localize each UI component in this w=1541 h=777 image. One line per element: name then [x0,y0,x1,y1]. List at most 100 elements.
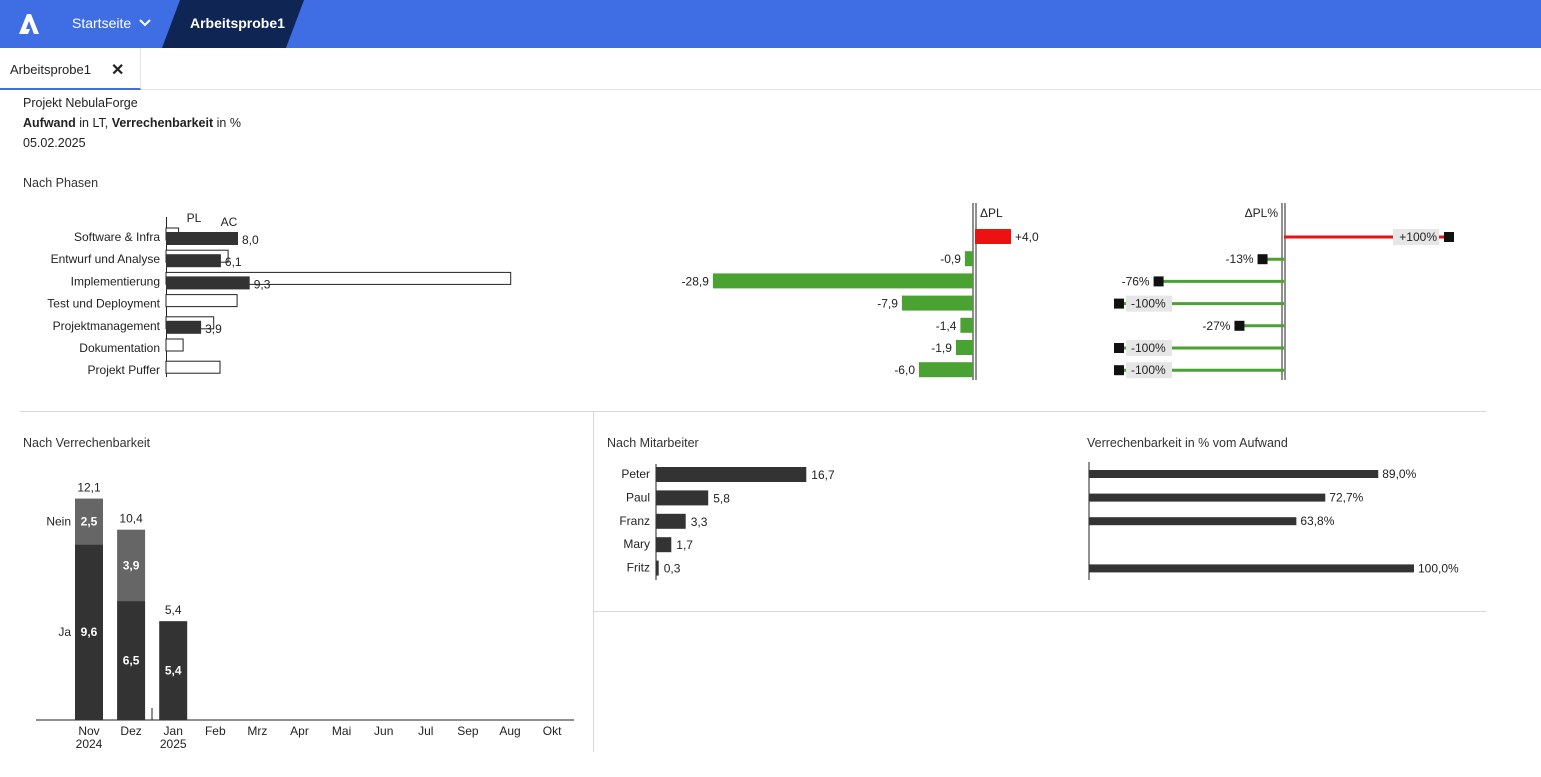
dpl-value-label: -28,9 [682,274,710,288]
month-tick-label: Jun [374,724,393,738]
dplpct-pin-head [1153,276,1164,287]
phases-section-title: Nach Phasen [23,176,99,190]
ac-bar [166,320,202,334]
dplpct-label-bg [1126,362,1172,379]
mitarbeiter-label: Peter [621,467,650,481]
verr-pct-bar [1089,517,1297,526]
phases-chart: PL AC ΔPL ΔPL% Software & Infra 8,0 +4,0 +100% E… [47,203,1454,380]
dplpct-label-bg [1126,340,1172,356]
pl-bar [165,360,221,374]
dpl-value-label: -1,4 [936,319,957,333]
year-tick-label: 2025 [160,737,187,751]
ac-bar [166,276,250,290]
nav-breadcrumb-active[interactable]: Arbeitsprobe1 [162,0,304,48]
dpl-value-label: -1,9 [931,341,952,355]
chevron-down-icon [139,19,151,27]
mitarbeiter-section-title: Nach Mitarbeiter [607,436,699,450]
verr-pct-bar [1089,493,1326,502]
measure2-label: Verrechenbarkeit [111,116,214,130]
verr-pct-value-label: 100,0% [1418,561,1459,575]
month-tick-label: Dez [120,724,141,738]
month-tick-label: Nov [78,724,99,738]
dplpct-value-label: -100% [1131,363,1166,377]
ja-segment [75,544,103,720]
dplpct-label-bg [1393,229,1439,245]
month-tick-label: Jan [164,724,183,738]
project-title: Projekt NebulaForge [23,96,138,110]
verr-pct-value-label: 72,7% [1329,491,1363,505]
mitarbeiter-bar [656,513,686,529]
ja-segment [117,601,146,720]
section-divider-vertical [593,412,594,752]
dplpct-value-label: -100% [1131,341,1166,355]
ja-segment [159,621,188,720]
dpl-value-label: -6,0 [894,363,915,377]
ac-value-label: 8,0 [242,233,259,247]
year-tick-label: 2024 [76,737,103,751]
phase-label: Projekt Puffer [88,363,160,377]
dplpct-value-label: -27% [1202,319,1230,333]
pl-header: PL [187,211,202,225]
dplpct-value-label: +100% [1399,230,1437,244]
unit2-label: in % [213,116,241,130]
ac-value-label: 9,3 [254,277,271,291]
mitarbeiter-value-label: 3,3 [691,515,708,529]
month-tick-label: Jul [418,724,433,738]
mitarbeiter-bar [656,490,709,506]
dpl-value-label: -0,9 [940,252,961,266]
dplpct-value-label: -13% [1226,252,1254,266]
verrechenbarkeit-chart: Nov Dez Jan Feb Mrz Apr Mai Jun Jul Sep Aug Okt 2024… [36,481,574,751]
dpl-value-label: +4,0 [1015,230,1039,244]
dplpct-pin-head [1444,232,1454,242]
measure1-label: Aufwand [23,116,76,130]
mitarbeiter-label: Fritz [627,561,650,575]
dpl-bar [975,229,1011,244]
ac-value-label: 6,1 [225,255,242,269]
ac-bar [166,232,238,245]
close-icon[interactable]: ✕ [111,62,125,79]
ja-value-label: 9,6 [81,625,98,639]
total-value-label: 12,1 [77,481,101,495]
nav-startseite[interactable]: Startseite [72,15,151,31]
phase-label: Software & Infra [74,230,160,244]
mitarbeiter-label: Paul [626,490,650,504]
mitarbeiter-chart: Peter 16,7 Paul 5,8 Franz 3,3 Mary 1,7 Fritz 0,3 [619,464,835,580]
verr-pct-bar [1089,564,1414,573]
verr-pct-value-label: 89,0% [1382,467,1416,481]
month-tick-label: Aug [499,724,520,738]
dplpct-label-bg [1126,295,1172,312]
ac-value-label: 3,9 [205,322,222,336]
dpl-bar [955,340,973,355]
dpl-bar [901,295,973,311]
document-tab[interactable]: Arbeitsprobe1 ✕ [0,48,141,90]
nein-segment [117,529,146,602]
mitarbeiter-bar [656,560,659,576]
mitarbeiter-bar [656,467,807,482]
section-divider-right [594,611,1486,612]
dplpct-pin-head [1257,254,1268,265]
measure-subtitle: Aufwand in LT, Verrechenbarkeit in % [23,116,241,130]
pl-bar [165,294,238,308]
section-divider [20,411,1486,412]
dpl-header: ΔPL [980,206,1003,220]
dplpct-pin-head [1114,365,1124,376]
nav-startseite-label: Startseite [72,15,132,31]
total-value-label: 10,4 [119,512,143,526]
month-tick-label: Okt [543,724,562,738]
verr-pct-bar [1089,470,1379,478]
dplpct-value-label: -76% [1122,274,1150,288]
month-tick-label: Mai [332,724,351,738]
app-logo-icon[interactable] [16,12,40,36]
mitarbeiter-bar [656,537,672,553]
mitarbeiter-label: Franz [619,514,650,528]
verr-pct-section-title: Verrechenbarkeit in % vom Aufwand [1087,436,1288,450]
mitarbeiter-value-label: 0,3 [664,562,681,576]
phase-label: Test und Deployment [47,297,160,311]
nein-segment [75,498,103,545]
phase-label: Dokumentation [79,341,160,355]
mitarbeiter-value-label: 1,7 [676,538,693,552]
series-label-nein: Nein [46,514,71,528]
pl-bar [165,338,184,352]
phase-label: Entwurf und Analyse [51,252,161,266]
dplpct-pin-head [1114,343,1124,353]
